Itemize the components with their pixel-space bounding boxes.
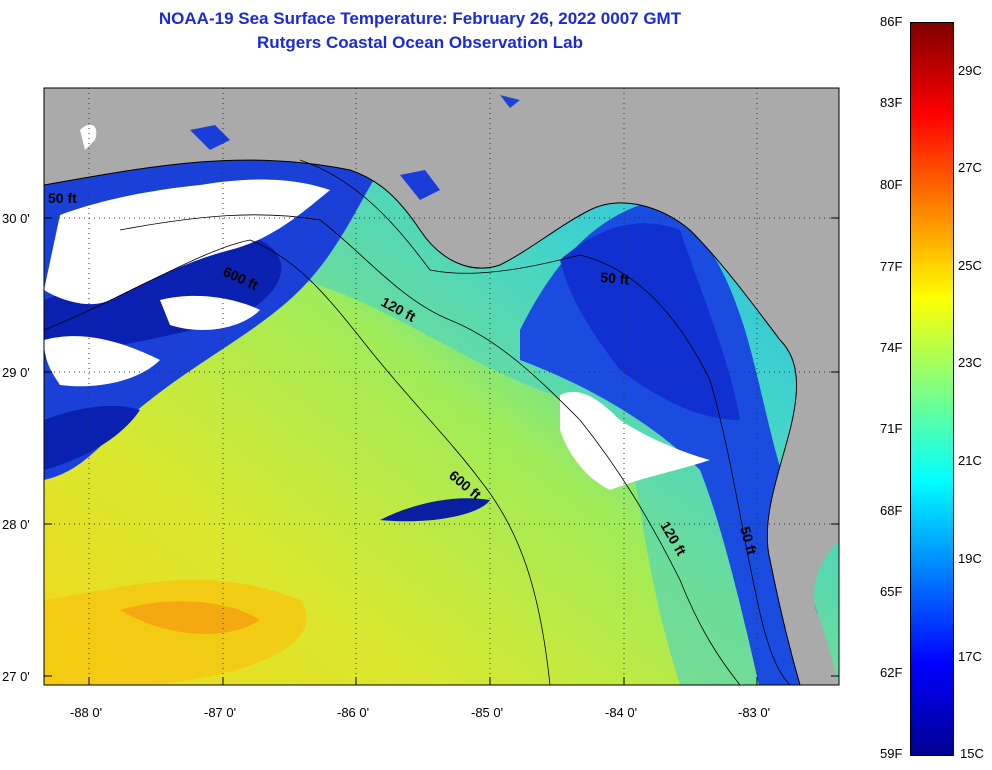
lon-tick-label: -84 0' — [605, 705, 638, 720]
colorbar-c-label: 21C — [958, 453, 982, 468]
lon-tick-label: -88 0' — [70, 705, 103, 720]
colorbar-f-label: 86F — [880, 14, 903, 29]
lon-tick-label: -85 0' — [471, 705, 504, 720]
colorbar-c-label: 19C — [958, 551, 982, 566]
contour-label: 50 ft — [600, 269, 630, 287]
contour-600ft — [44, 239, 551, 685]
colorbar-f-label: 59F — [880, 746, 903, 761]
lat-tick-label: 27 0' — [2, 669, 30, 684]
colorbar-c-label: 17C — [958, 649, 982, 664]
colorbar-c-label: 25C — [958, 258, 982, 273]
contour-50ft — [299, 159, 791, 685]
warm-patch — [44, 579, 307, 685]
colorbar-f-label: 68F — [880, 503, 903, 518]
colorbar-c-label: 29C — [958, 63, 982, 78]
lat-tick-label: 30 0' — [2, 211, 30, 226]
cloud-mask — [44, 179, 330, 305]
temperature-colorbar — [910, 22, 954, 756]
coastline — [44, 159, 801, 685]
colorbar-c-label: 23C — [958, 355, 982, 370]
colorbar-f-label: 71F — [880, 421, 903, 436]
colorbar-f-label: 65F — [880, 584, 903, 599]
lon-tick-label: -83 0' — [738, 705, 771, 720]
contour-120ft — [119, 214, 741, 685]
contour-label: 50 ft — [737, 525, 760, 557]
land-mass — [44, 88, 839, 685]
lon-tick-label: -86 0' — [337, 705, 370, 720]
map-subtitle: Rutgers Coastal Ocean Observation Lab — [257, 33, 583, 52]
colorbar-f-label: 62F — [880, 665, 903, 680]
lon-tick-label: -87 0' — [204, 705, 237, 720]
contour-label: 50 ft — [48, 190, 77, 206]
colorbar-f-label: 83F — [880, 95, 903, 110]
lat-tick-label: 29 0' — [2, 365, 30, 380]
map-frame — [43, 87, 840, 686]
colorbar-f-label: 77F — [880, 259, 903, 274]
colorbar-c-label: 27C — [958, 160, 982, 175]
map-title: NOAA-19 Sea Surface Temperature: Februar… — [158, 9, 682, 28]
colorbar-f-label: 74F — [880, 340, 903, 355]
colorbar-f-label: 80F — [880, 177, 903, 192]
colorbar-c-label: 15C — [960, 746, 984, 761]
lat-tick-label: 28 0' — [2, 517, 30, 532]
